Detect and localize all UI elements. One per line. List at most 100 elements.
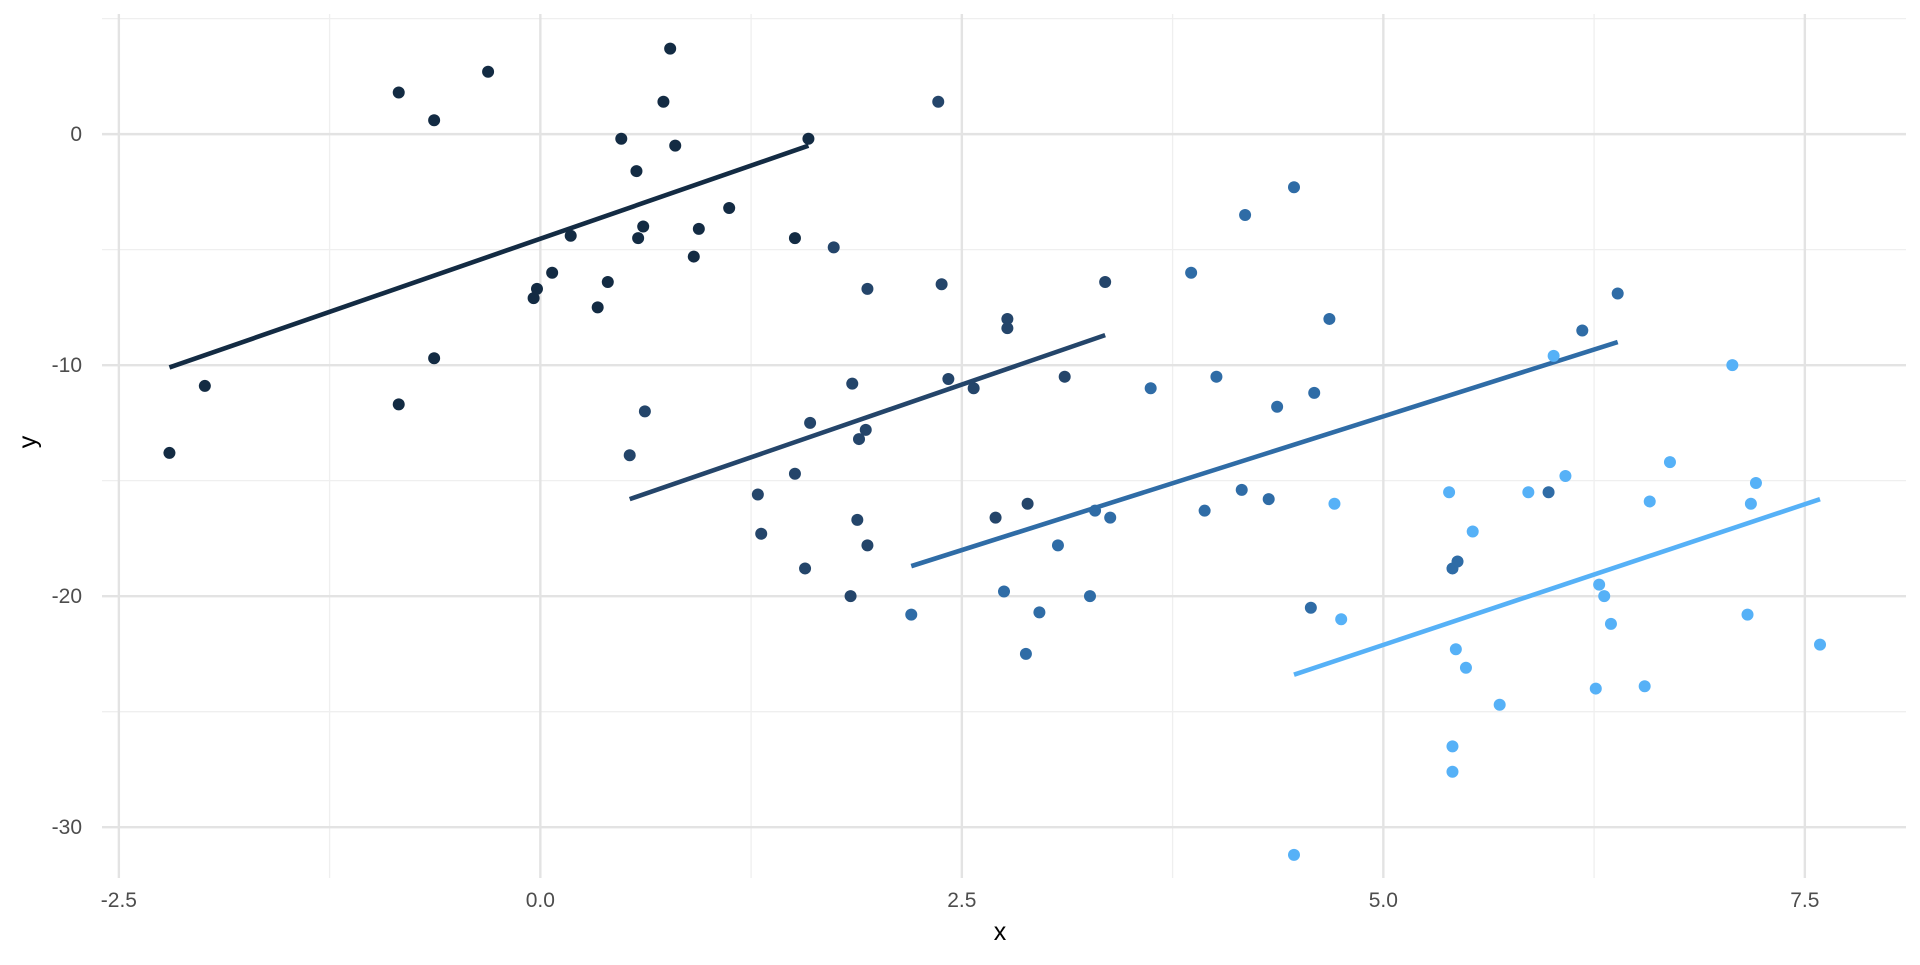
data-point-series-1 bbox=[669, 139, 682, 152]
data-point-series-2 bbox=[967, 382, 980, 395]
data-point-series-2 bbox=[1021, 497, 1034, 510]
data-point-series-3 bbox=[1451, 555, 1464, 568]
data-point-series-1 bbox=[692, 222, 705, 235]
data-point-series-4 bbox=[1593, 578, 1606, 591]
data-point-series-3 bbox=[1611, 287, 1624, 300]
data-point-series-4 bbox=[1749, 476, 1762, 489]
data-point-series-2 bbox=[846, 377, 859, 390]
regression-line-3 bbox=[910, 339, 1619, 569]
data-point-series-4 bbox=[1446, 740, 1459, 753]
x-tick-label: 5.0 bbox=[1369, 889, 1398, 912]
data-point-series-1 bbox=[428, 352, 441, 365]
data-point-series-1 bbox=[482, 65, 495, 78]
data-point-series-1 bbox=[527, 292, 540, 305]
data-point-series-2 bbox=[1001, 322, 1014, 335]
data-point-series-2 bbox=[1001, 312, 1014, 325]
data-point-series-4 bbox=[1741, 608, 1754, 621]
x-tick-label: 0.0 bbox=[526, 889, 555, 912]
data-point-series-1 bbox=[428, 114, 441, 127]
data-point-series-4 bbox=[1559, 470, 1572, 483]
data-point-series-4 bbox=[1449, 643, 1462, 656]
data-point-series-1 bbox=[530, 282, 543, 295]
data-point-series-1 bbox=[615, 132, 628, 145]
data-point-series-4 bbox=[1744, 497, 1757, 510]
data-point-series-4 bbox=[1726, 359, 1739, 372]
data-point-series-3 bbox=[1304, 601, 1317, 614]
data-point-series-1 bbox=[637, 220, 650, 233]
data-point-series-1 bbox=[802, 132, 815, 145]
data-point-series-4 bbox=[1443, 486, 1456, 499]
data-point-series-1 bbox=[687, 250, 700, 263]
data-point-series-4 bbox=[1638, 680, 1651, 693]
data-point-series-3 bbox=[1542, 486, 1555, 499]
data-point-series-3 bbox=[1144, 382, 1157, 395]
regression-lines bbox=[168, 143, 1821, 677]
data-point-series-1 bbox=[632, 232, 645, 245]
data-point-series-3 bbox=[1185, 266, 1198, 279]
data-point-series-4 bbox=[1598, 590, 1611, 603]
data-point-series-2 bbox=[788, 467, 801, 480]
data-point-series-2 bbox=[861, 539, 874, 552]
data-point-series-2 bbox=[799, 562, 812, 575]
x-tick-label: 7.5 bbox=[1790, 889, 1819, 912]
tick-labels: -2.5 0.0 2.5 5.0 7.5 -30 -20 -10 0 bbox=[52, 123, 1820, 912]
data-point-series-2 bbox=[861, 282, 874, 295]
data-point-series-2 bbox=[851, 513, 864, 526]
data-point-series-3 bbox=[1033, 606, 1046, 619]
data-point-series-4 bbox=[1328, 497, 1341, 510]
data-point-series-2 bbox=[989, 511, 1002, 524]
data-point-series-4 bbox=[1589, 682, 1602, 695]
data-point-series-1 bbox=[664, 42, 677, 55]
y-tick-label: 0 bbox=[70, 123, 82, 146]
data-point-series-1 bbox=[788, 232, 801, 245]
grid-lines bbox=[102, 14, 1906, 878]
data-point-series-4 bbox=[1493, 698, 1506, 711]
regression-line-4 bbox=[1293, 496, 1821, 677]
data-point-series-4 bbox=[1466, 525, 1479, 538]
data-point-series-3 bbox=[1271, 400, 1284, 413]
data-point-series-3 bbox=[1104, 511, 1117, 524]
data-point-series-4 bbox=[1814, 638, 1827, 651]
data-point-series-3 bbox=[1198, 504, 1211, 517]
data-point-series-3 bbox=[1308, 386, 1321, 399]
data-point-series-2 bbox=[853, 433, 866, 446]
data-point-series-1 bbox=[630, 165, 643, 178]
data-point-series-4 bbox=[1522, 486, 1535, 499]
data-point-series-1 bbox=[392, 398, 405, 411]
x-axis-title: x bbox=[994, 918, 1007, 946]
data-point-series-4 bbox=[1663, 456, 1676, 469]
data-point-series-2 bbox=[1058, 370, 1071, 383]
data-point-series-1 bbox=[546, 266, 559, 279]
data-point-series-1 bbox=[657, 95, 670, 108]
data-point-series-1 bbox=[723, 202, 736, 215]
data-point-series-2 bbox=[638, 405, 651, 418]
data-point-series-3 bbox=[1051, 539, 1064, 552]
data-point-series-2 bbox=[755, 527, 768, 540]
data-point-series-4 bbox=[1547, 349, 1560, 362]
regression-line-2 bbox=[628, 332, 1106, 502]
data-point-series-3 bbox=[1210, 370, 1223, 383]
data-point-series-1 bbox=[601, 275, 614, 288]
x-tick-label: 2.5 bbox=[947, 889, 976, 912]
data-point-series-1 bbox=[591, 301, 604, 314]
data-point-series-2 bbox=[804, 416, 817, 429]
data-point-series-4 bbox=[1335, 613, 1348, 626]
data-points bbox=[163, 42, 1827, 861]
x-tick-label: -2.5 bbox=[101, 889, 137, 912]
data-point-series-3 bbox=[1262, 493, 1275, 506]
data-point-series-2 bbox=[932, 95, 945, 108]
data-point-series-3 bbox=[1239, 208, 1252, 221]
data-point-series-4 bbox=[1459, 661, 1472, 674]
data-point-series-3 bbox=[905, 608, 918, 621]
data-point-series-1 bbox=[392, 86, 405, 99]
data-point-series-1 bbox=[198, 379, 211, 392]
data-point-series-4 bbox=[1643, 495, 1656, 508]
data-point-series-1 bbox=[163, 446, 176, 459]
y-tick-label: -10 bbox=[52, 354, 82, 377]
data-point-series-2 bbox=[942, 373, 955, 386]
data-point-series-2 bbox=[935, 278, 948, 291]
regression-line-1 bbox=[168, 143, 810, 370]
data-point-series-3 bbox=[1089, 504, 1102, 517]
